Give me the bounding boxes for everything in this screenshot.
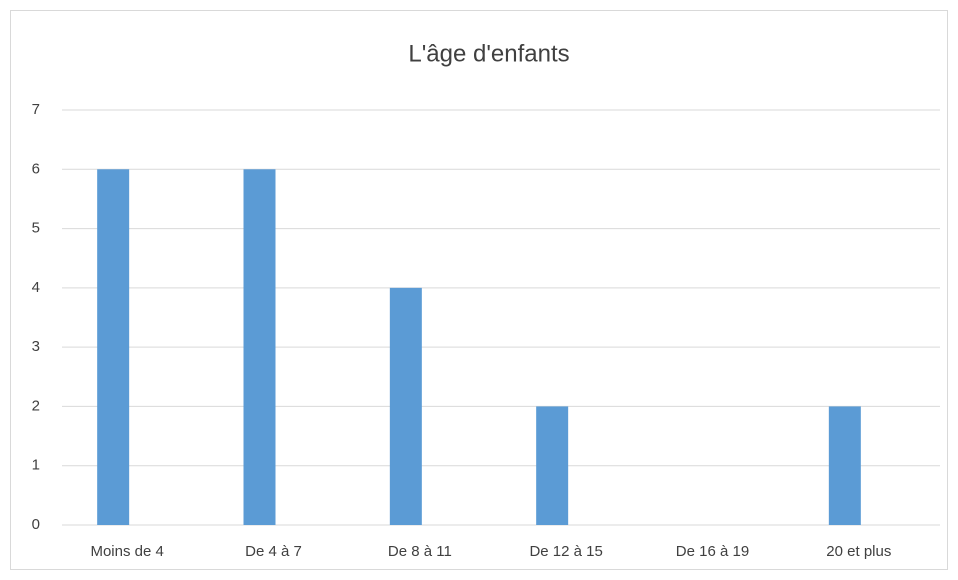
- x-tick-label: De 12 à 15: [529, 543, 602, 560]
- y-tick-label: 0: [32, 516, 40, 533]
- chart-title: L'âge d'enfants: [408, 40, 569, 67]
- chart-border: [10, 10, 948, 570]
- bar: [828, 406, 861, 525]
- y-tick-label: 5: [32, 220, 40, 237]
- y-tick-label: 2: [32, 397, 40, 414]
- y-tick-label: 7: [32, 101, 40, 118]
- x-tick-label: De 8 à 11: [388, 543, 452, 560]
- y-tick-label: 3: [32, 338, 40, 355]
- x-tick-label: Moins de 4: [90, 543, 163, 560]
- x-tick-label: De 4 à 7: [245, 543, 302, 560]
- bar: [97, 169, 130, 526]
- y-tick-label: 6: [32, 160, 40, 177]
- y-tick-label: 1: [32, 457, 40, 474]
- x-tick-label: 20 et plus: [826, 543, 891, 560]
- bar: [389, 287, 422, 525]
- bar: [243, 169, 276, 526]
- y-tick-label: 4: [32, 279, 40, 296]
- bar: [536, 406, 569, 525]
- x-tick-label: De 16 à 19: [676, 543, 749, 560]
